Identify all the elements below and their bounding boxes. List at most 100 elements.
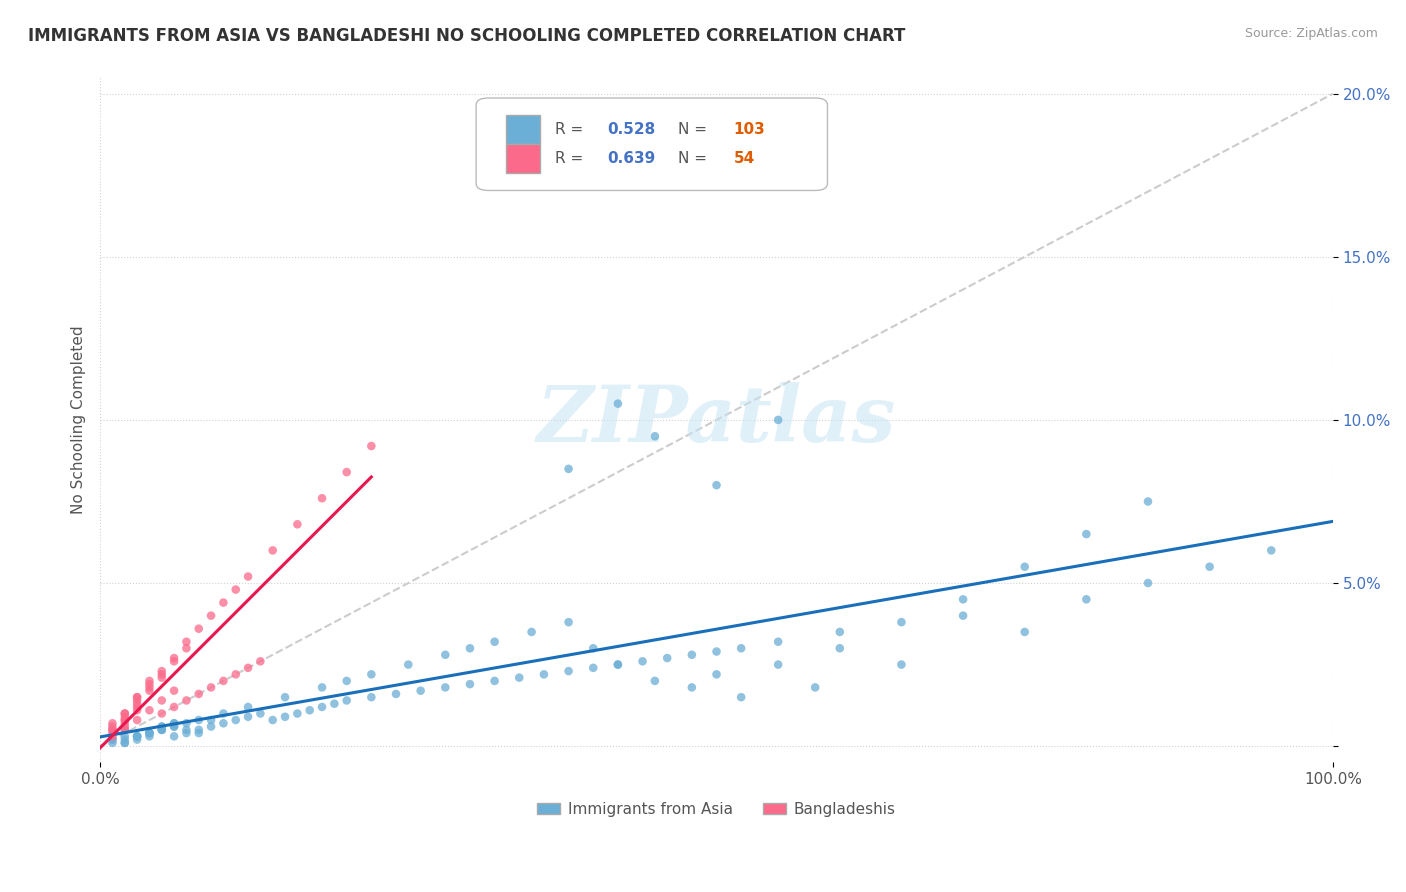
- Point: [114, 736, 136, 750]
- Point: [804, 681, 827, 695]
- Point: [730, 690, 752, 705]
- Point: [138, 726, 160, 740]
- Point: [127, 703, 149, 717]
- Point: [114, 710, 136, 724]
- Point: [225, 713, 247, 727]
- Point: [311, 681, 333, 695]
- Text: 0.528: 0.528: [607, 122, 655, 137]
- Point: [557, 664, 579, 678]
- Point: [138, 726, 160, 740]
- Point: [644, 429, 666, 443]
- Point: [127, 729, 149, 743]
- Point: [163, 716, 186, 731]
- Point: [274, 710, 297, 724]
- Point: [127, 713, 149, 727]
- Point: [706, 644, 728, 658]
- Point: [396, 657, 419, 672]
- Point: [582, 661, 605, 675]
- Point: [138, 677, 160, 691]
- Point: [952, 608, 974, 623]
- Point: [225, 667, 247, 681]
- Point: [176, 693, 198, 707]
- Point: [249, 654, 271, 668]
- Point: [657, 651, 679, 665]
- Point: [200, 608, 222, 623]
- Point: [200, 681, 222, 695]
- Point: [262, 543, 284, 558]
- Point: [138, 673, 160, 688]
- Point: [114, 706, 136, 721]
- Point: [200, 713, 222, 727]
- Point: [212, 716, 235, 731]
- Point: [458, 677, 481, 691]
- Text: Source: ZipAtlas.com: Source: ZipAtlas.com: [1244, 27, 1378, 40]
- Text: ZIPatlas: ZIPatlas: [537, 382, 896, 458]
- Point: [606, 396, 628, 410]
- Point: [163, 720, 186, 734]
- Point: [212, 596, 235, 610]
- Point: [236, 700, 259, 714]
- Legend: Immigrants from Asia, Bangladeshis: Immigrants from Asia, Bangladeshis: [531, 796, 903, 823]
- Point: [150, 723, 173, 737]
- Point: [150, 706, 173, 721]
- Point: [114, 720, 136, 734]
- Point: [114, 723, 136, 737]
- Point: [1260, 543, 1282, 558]
- Point: [163, 651, 186, 665]
- Point: [287, 706, 309, 721]
- Point: [212, 673, 235, 688]
- Point: [766, 413, 789, 427]
- Point: [187, 723, 209, 737]
- Point: [138, 681, 160, 695]
- Point: [236, 710, 259, 724]
- Point: [150, 720, 173, 734]
- Y-axis label: No Schooling Completed: No Schooling Completed: [72, 326, 86, 515]
- Point: [138, 726, 160, 740]
- Point: [101, 732, 124, 747]
- Point: [114, 736, 136, 750]
- Point: [360, 667, 382, 681]
- Point: [952, 592, 974, 607]
- Point: [150, 720, 173, 734]
- Point: [101, 729, 124, 743]
- Point: [150, 667, 173, 681]
- Point: [1198, 559, 1220, 574]
- Point: [484, 634, 506, 648]
- Point: [127, 732, 149, 747]
- Point: [114, 713, 136, 727]
- Point: [323, 697, 346, 711]
- Point: [114, 729, 136, 743]
- Point: [138, 729, 160, 743]
- Point: [828, 624, 851, 639]
- Point: [101, 723, 124, 737]
- Point: [890, 657, 912, 672]
- Point: [706, 667, 728, 681]
- Point: [114, 716, 136, 731]
- Point: [163, 716, 186, 731]
- Point: [138, 703, 160, 717]
- Point: [311, 491, 333, 506]
- Point: [606, 657, 628, 672]
- Point: [114, 732, 136, 747]
- Point: [644, 673, 666, 688]
- Point: [114, 706, 136, 721]
- Bar: [506, 115, 540, 144]
- Point: [127, 700, 149, 714]
- Point: [163, 654, 186, 668]
- Point: [163, 700, 186, 714]
- Text: R =: R =: [555, 122, 588, 137]
- Point: [150, 664, 173, 678]
- Point: [1136, 576, 1159, 591]
- Point: [127, 690, 149, 705]
- Point: [225, 582, 247, 597]
- Point: [520, 624, 543, 639]
- Text: R =: R =: [555, 151, 588, 166]
- Point: [101, 732, 124, 747]
- Text: N =: N =: [678, 122, 713, 137]
- Point: [434, 681, 457, 695]
- Point: [127, 729, 149, 743]
- Point: [582, 641, 605, 656]
- Point: [706, 478, 728, 492]
- Point: [262, 713, 284, 727]
- Point: [385, 687, 408, 701]
